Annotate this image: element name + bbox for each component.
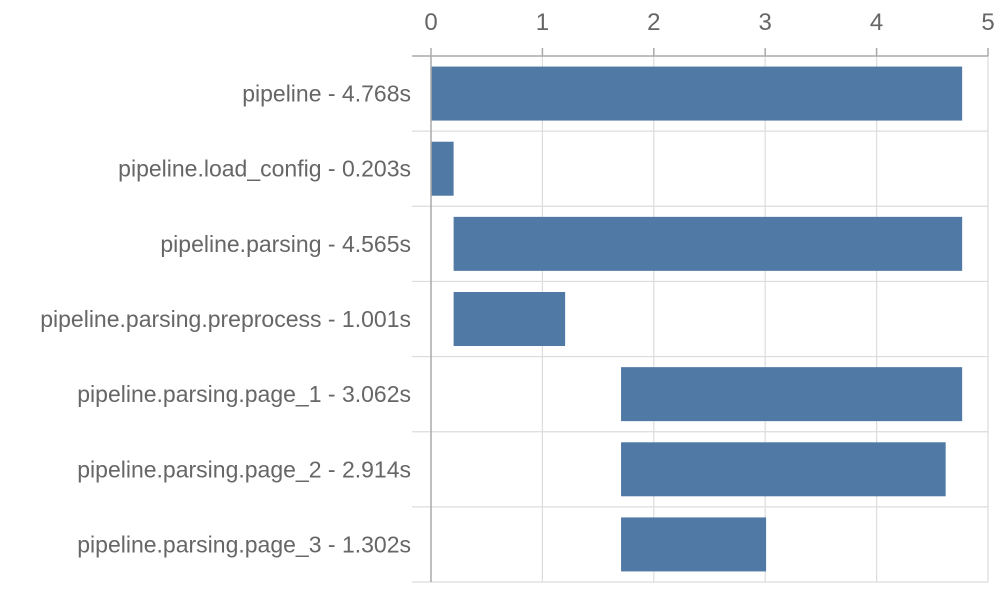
x-tick-label: 4 <box>870 9 883 36</box>
bar <box>621 367 963 422</box>
x-tick-label: 0 <box>424 9 437 36</box>
bar <box>453 216 963 271</box>
grid-layer <box>412 56 989 583</box>
bar-label: pipeline.parsing.preprocess - 1.001s <box>40 306 411 332</box>
labels-layer: 0 1 2 3 4 5 pipeline - 4.768s pipeline.load_con… <box>40 9 994 557</box>
x-tick-label: 1 <box>536 9 549 36</box>
bars-layer <box>431 66 963 572</box>
axis-layer <box>412 48 989 582</box>
bar <box>431 141 454 196</box>
bar-label: pipeline.parsing.page_2 - 2.914s <box>77 456 411 482</box>
bar <box>621 442 946 497</box>
x-tick-label: 3 <box>759 9 772 36</box>
x-tick-label: 2 <box>647 9 660 36</box>
x-tick-label: 5 <box>981 9 994 36</box>
bar <box>431 66 963 121</box>
bar <box>621 517 767 572</box>
bar-label: pipeline.load_config - 0.203s <box>118 156 411 182</box>
bar-label: pipeline - 4.768s <box>242 81 411 107</box>
bar-label: pipeline.parsing - 4.565s <box>160 231 411 257</box>
bar-label: pipeline.parsing.page_3 - 1.302s <box>77 531 411 557</box>
bar-label: pipeline.parsing.page_1 - 3.062s <box>77 381 411 407</box>
bar <box>453 292 566 346</box>
